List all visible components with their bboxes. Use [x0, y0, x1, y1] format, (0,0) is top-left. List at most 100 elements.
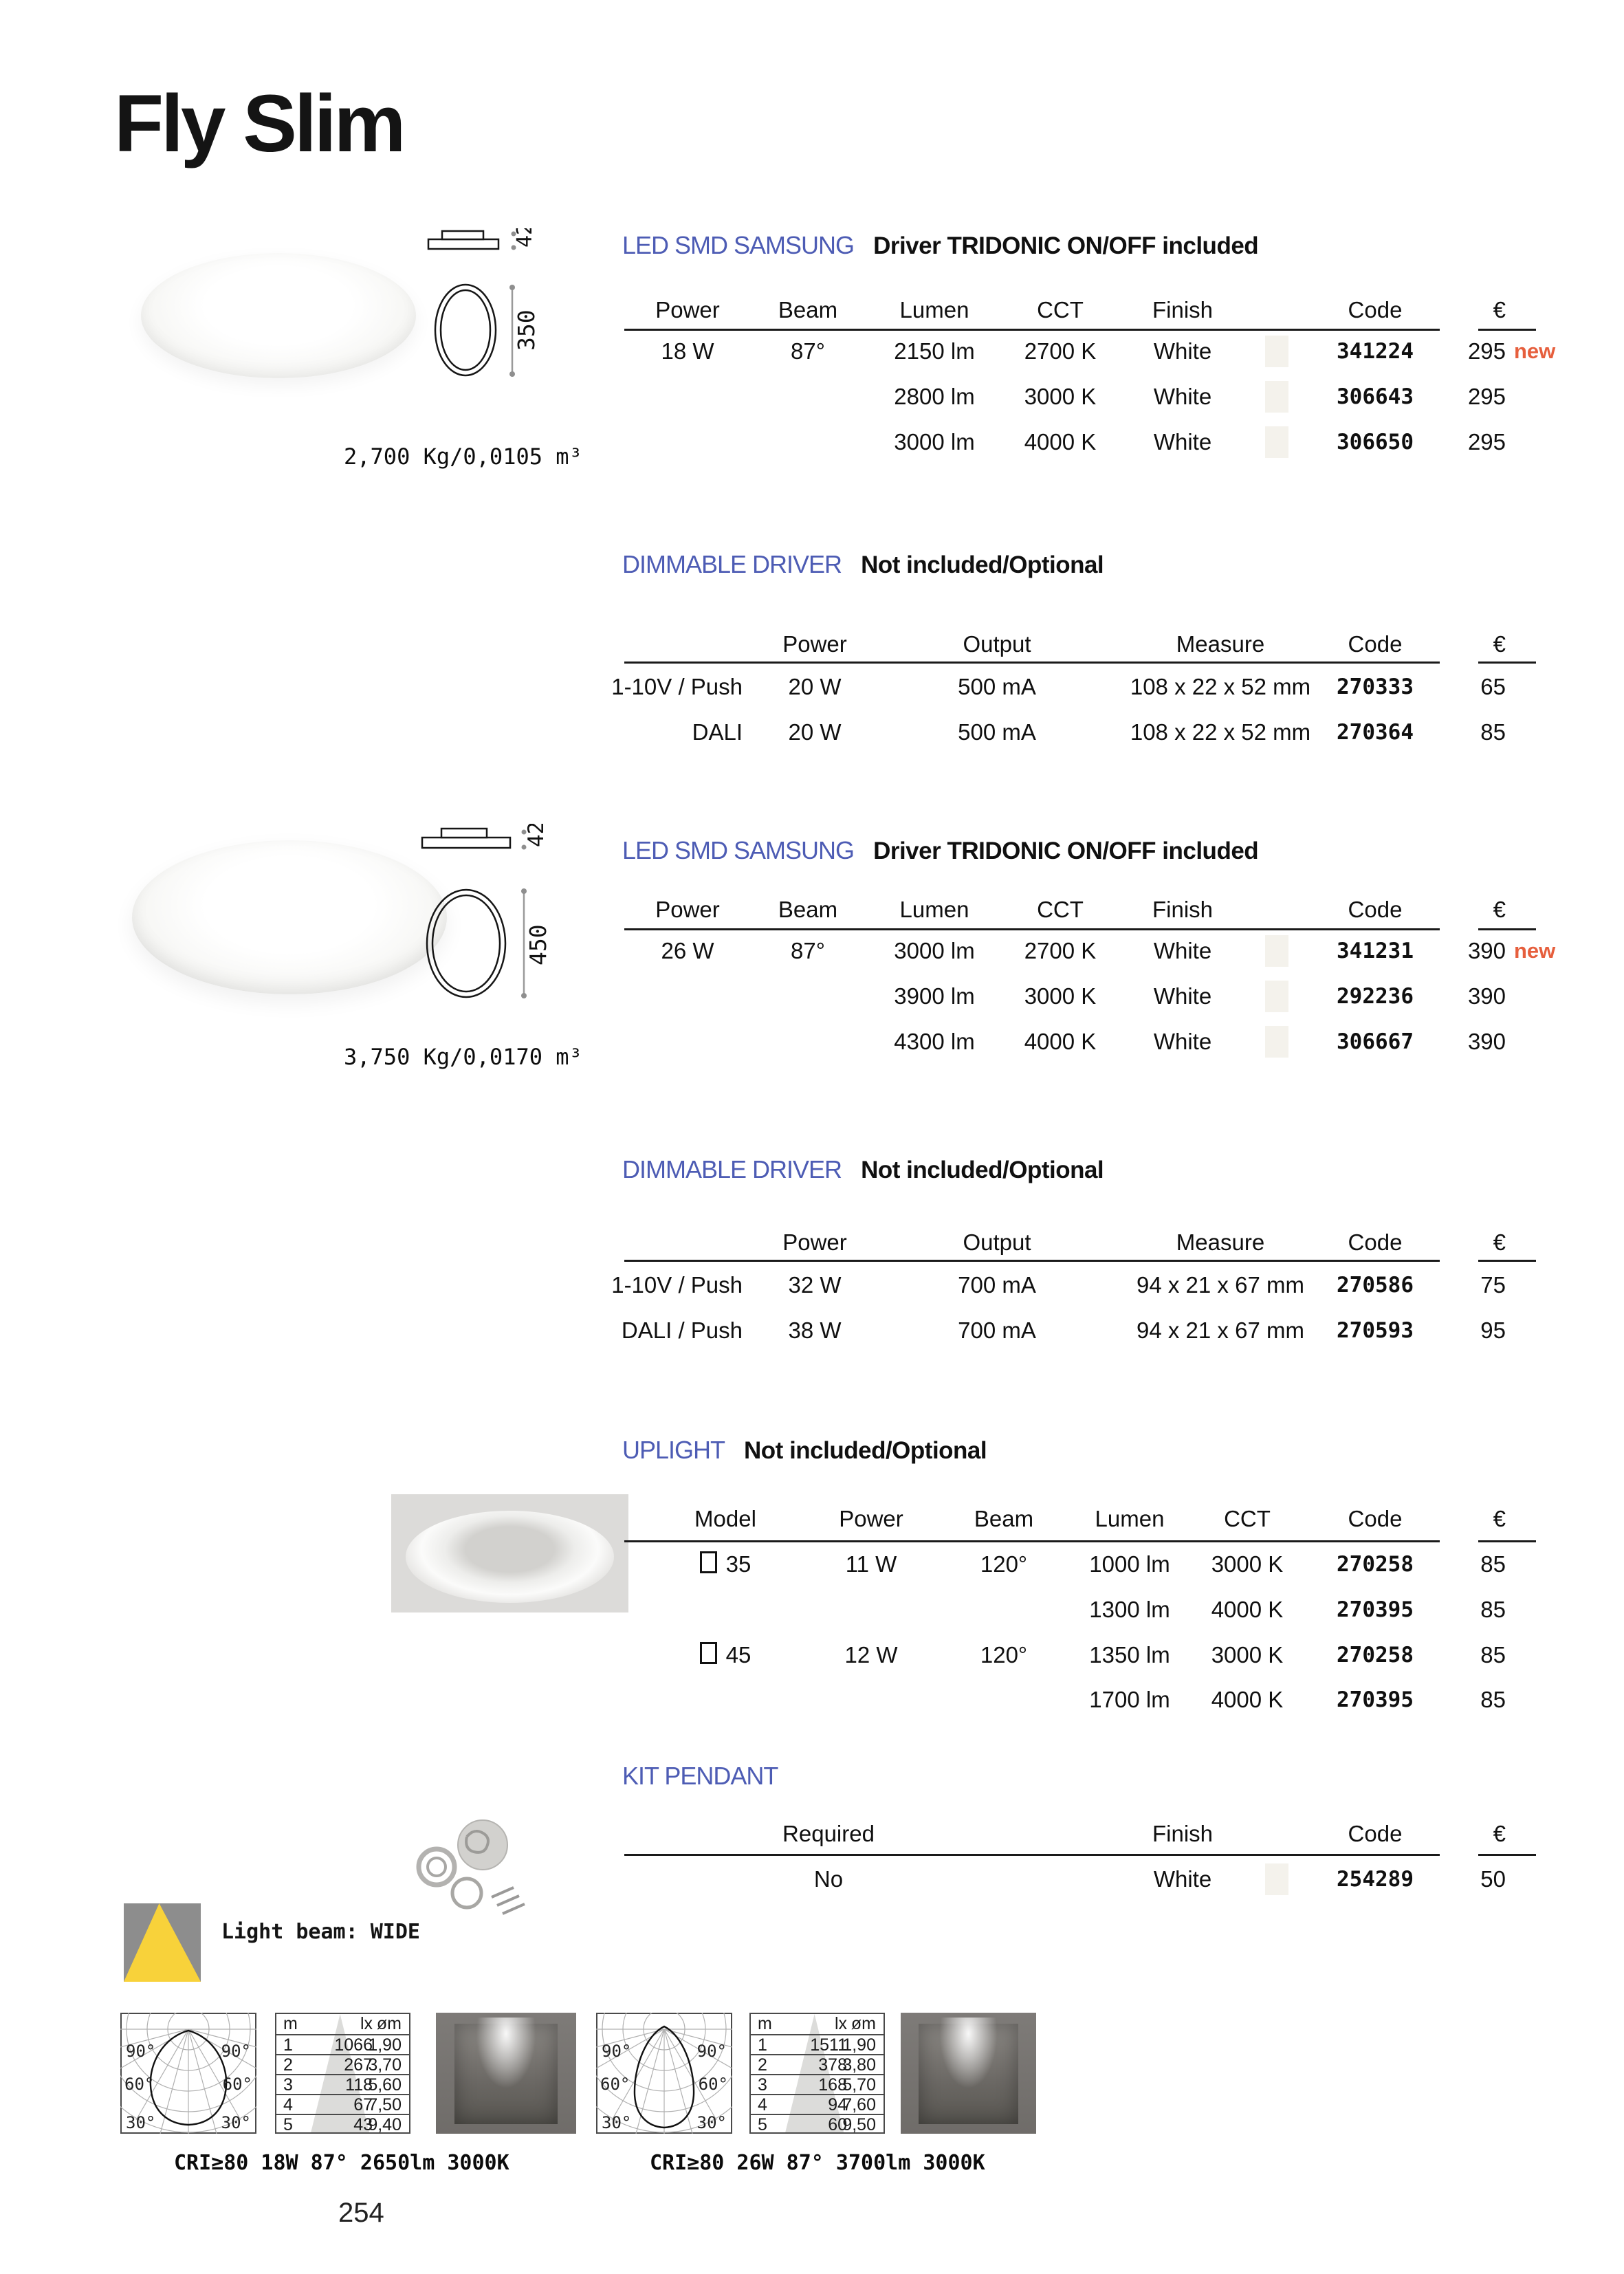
code-value: 270364 [1337, 720, 1414, 745]
cct-value: 4000 K [1024, 429, 1097, 455]
beam-value: 120° [980, 1642, 1028, 1668]
price-value: 85 [1480, 719, 1506, 745]
table-header-row: Power Output Measure Code € [0, 1227, 1624, 1258]
col-header-beam: Beam [778, 897, 838, 922]
col-header-code: Code [1348, 1506, 1403, 1531]
lux-row: 5 60 9,50 [751, 2114, 884, 2132]
table-row: 45 12 W 120° 1350 lm 3000 K 270258 85 [0, 1639, 1624, 1671]
table-row: 18 W 87° 2150 lm 2700 K White 341224 295… [0, 336, 1624, 367]
lumen-value: 1000 lm [1089, 1551, 1170, 1577]
table-row: 26 W 87° 3000 lm 2700 K White 341231 390… [0, 935, 1624, 967]
code-value: 270395 [1337, 1597, 1414, 1622]
header-rule-euro [1478, 928, 1536, 930]
table-row: 1700 lm 4000 K 270395 85 [0, 1684, 1624, 1716]
col-header-euro: € [1493, 1506, 1506, 1531]
lumen-value: 1300 lm [1089, 1597, 1170, 1622]
price-value: 65 [1480, 674, 1506, 699]
lumen-value: 2800 lm [894, 384, 975, 409]
lumen-value: 1350 lm [1089, 1642, 1170, 1668]
niche-photo-1 [436, 2013, 576, 2134]
finish-value: White [1153, 384, 1212, 409]
new-badge: new [1514, 339, 1556, 363]
col-header-euro: € [1493, 1229, 1506, 1255]
price-value: 295 [1467, 384, 1506, 409]
header-rule [624, 1854, 1440, 1856]
lux-row: 4 94 7,60 [751, 2094, 884, 2115]
lux-col-om: øm [376, 2014, 402, 2033]
code-value: 270258 [1337, 1552, 1414, 1577]
angle-label: 90° [221, 2042, 251, 2061]
code-value: 270593 [1337, 1318, 1414, 1343]
power-value: 20 W [788, 674, 842, 699]
table-row: 3000 lm 4000 K White 306650 295 [0, 426, 1624, 458]
code-value: 306667 [1337, 1029, 1414, 1054]
section-subtitle: Not included/Optional [744, 1437, 987, 1464]
driver-type: DALI / Push [621, 1318, 743, 1343]
weight-volume-350: 2,700 Kg/0,0105 m³ [344, 444, 582, 470]
price-value: 390 [1467, 938, 1506, 963]
finish-value: White [1153, 983, 1212, 1009]
price-value: 85 [1480, 1642, 1506, 1668]
model-value: 45 [667, 1639, 784, 1671]
cct-value: 3000 K [1024, 384, 1097, 409]
section-title: LED SMD SAMSUNG [622, 231, 855, 259]
col-header-finish: Finish [1152, 1821, 1214, 1846]
lux-header-row: m lx øm [751, 2014, 884, 2034]
col-header-cct: CCT [1224, 1506, 1271, 1531]
polar-diagram-2: 90° 90° 60° 60° 30° 30° [596, 2013, 732, 2134]
table-header-row: Required Finish Code € [0, 1818, 1624, 1850]
measure-value: 94 x 21 x 67 mm [1137, 1318, 1304, 1343]
table-row: DALI / Push 38 W 700 mA 94 x 21 x 67 mm … [0, 1315, 1624, 1346]
lux-row: 3 118 5,60 [276, 2074, 409, 2095]
angle-label: 60° [124, 2075, 154, 2094]
angle-label: 60° [699, 2075, 728, 2094]
col-header-model: Model [694, 1506, 756, 1531]
dimension-drawing-350: 42 350 [427, 228, 540, 377]
lux-table-1: m lx øm 1 1066 1,90 2 267 3,70 3 118 5,6… [275, 2013, 410, 2134]
driver-type: 1-10V / Push [611, 674, 743, 699]
lux-header-row: m lx øm [276, 2014, 409, 2034]
dim-diameter-label: 350 [513, 309, 540, 351]
col-header-finish: Finish [1152, 297, 1214, 322]
col-header-power: Power [782, 1229, 847, 1255]
section-subtitle: Not included/Optional [861, 1157, 1104, 1183]
header-rule [624, 329, 1440, 331]
table-header-row: Power Beam Lumen CCT Finish Code € [0, 294, 1624, 326]
niche-photo-2 [901, 2013, 1036, 2134]
price-value: 50 [1480, 1866, 1506, 1892]
lumen-value: 3000 lm [894, 938, 975, 963]
price-value: 95 [1480, 1318, 1506, 1343]
cct-value: 4000 K [1211, 1597, 1284, 1622]
col-header-lumen: Lumen [1095, 1506, 1165, 1531]
finish-value: White [1153, 938, 1212, 963]
price-value: 85 [1480, 1551, 1506, 1577]
header-rule-euro [1478, 1854, 1536, 1856]
section-heading-dimmable1: DIMMABLE DRIVER Not included/Optional [622, 550, 1104, 579]
lux-col-lx: lx [834, 2014, 847, 2033]
power-value: 38 W [788, 1318, 842, 1343]
col-header-code: Code [1348, 1821, 1403, 1846]
col-header-euro: € [1493, 297, 1506, 322]
kit-pendant-photo [416, 1819, 525, 1915]
price-value: 390 [1467, 1029, 1506, 1054]
code-value: 341224 [1337, 339, 1414, 364]
header-rule [624, 1260, 1440, 1262]
section-heading-led2: LED SMD SAMSUNG Driver TRIDONIC ON/OFF i… [622, 836, 1259, 865]
photometry-caption-2: CRI≥80 26W 87° 3700lm 3000K [650, 2151, 985, 2175]
table-row: 3900 lm 3000 K White 292236 390 [0, 981, 1624, 1012]
finish-swatch [1265, 336, 1288, 367]
lux-row: 5 43 9,40 [276, 2114, 409, 2132]
header-rule-euro [1478, 1540, 1536, 1542]
price-value: 295 [1467, 338, 1506, 364]
finish-value: White [1153, 429, 1212, 455]
lux-row: 2 267 3,70 [276, 2054, 409, 2075]
lux-row: 2 378 3,80 [751, 2054, 884, 2075]
col-header-finish: Finish [1152, 897, 1214, 922]
col-header-code: Code [1348, 297, 1403, 322]
weight-volume-450: 3,750 Kg/0,0170 m³ [344, 1044, 582, 1070]
col-header-euro: € [1493, 1821, 1506, 1846]
uplight-photo [391, 1494, 628, 1612]
code-value: 270258 [1337, 1643, 1414, 1668]
col-header-power: Power [655, 897, 720, 922]
finish-swatch [1265, 935, 1288, 967]
